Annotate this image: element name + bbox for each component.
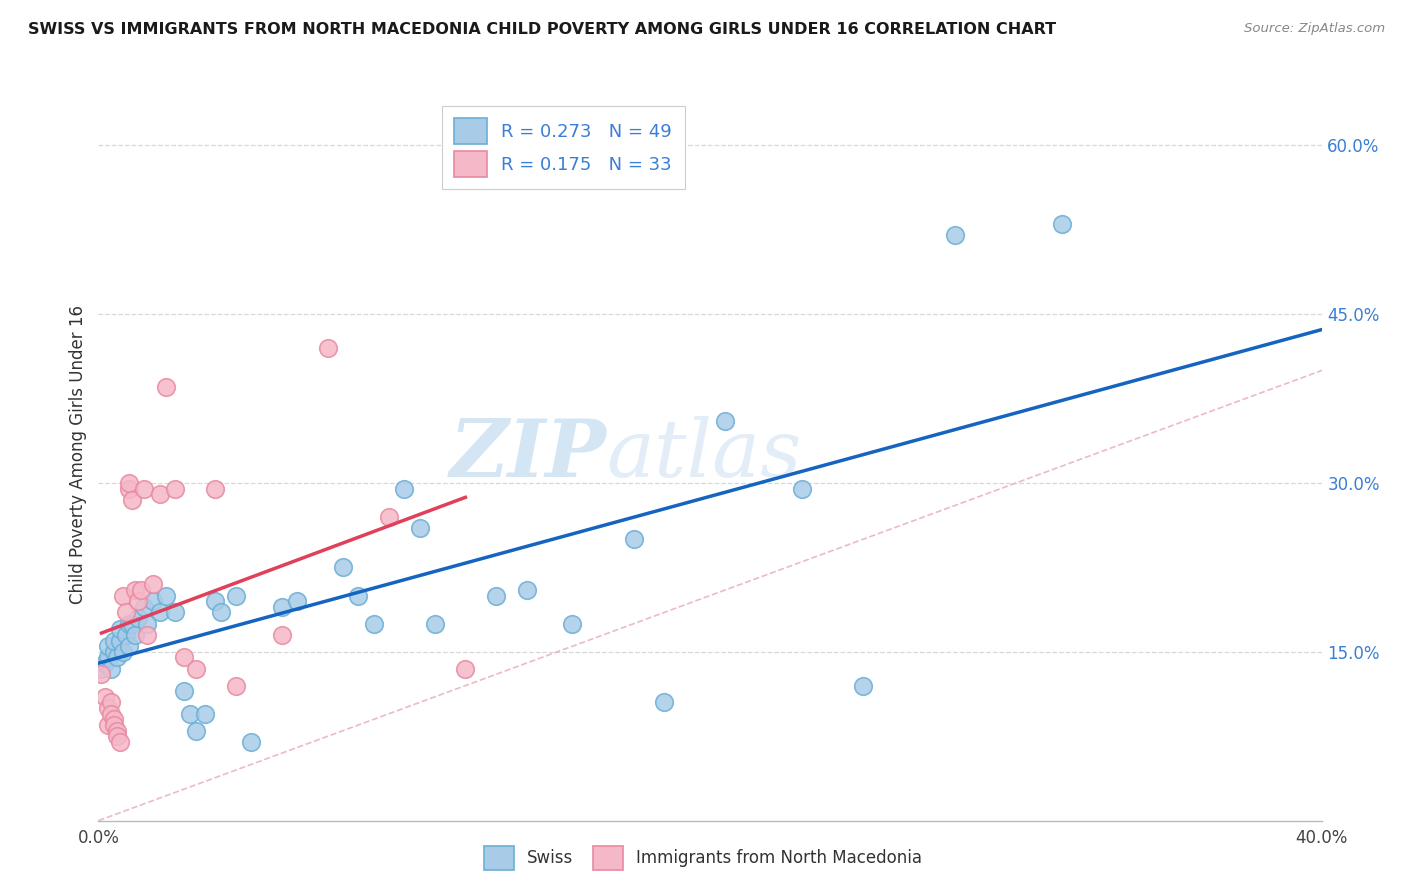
Point bbox=[852, 679, 875, 693]
Point bbox=[225, 589, 247, 603]
Point bbox=[155, 589, 177, 603]
Point bbox=[173, 650, 195, 665]
Point bbox=[129, 582, 152, 597]
Legend: R = 0.273   N = 49, R = 0.175   N = 33: R = 0.273 N = 49, R = 0.175 N = 33 bbox=[441, 105, 685, 189]
Text: SWISS VS IMMIGRANTS FROM NORTH MACEDONIA CHILD POVERTY AMONG GIRLS UNDER 16 CORR: SWISS VS IMMIGRANTS FROM NORTH MACEDONIA… bbox=[28, 22, 1056, 37]
Point bbox=[136, 628, 159, 642]
Point bbox=[332, 560, 354, 574]
Point bbox=[155, 380, 177, 394]
Point bbox=[186, 662, 208, 676]
Text: Source: ZipAtlas.com: Source: ZipAtlas.com bbox=[1244, 22, 1385, 36]
Point bbox=[97, 701, 120, 715]
Point bbox=[100, 696, 122, 710]
Point bbox=[97, 639, 120, 653]
Point bbox=[408, 521, 430, 535]
Point bbox=[363, 616, 385, 631]
Point bbox=[103, 633, 125, 648]
Point bbox=[124, 628, 146, 642]
Legend: Swiss, Immigrants from North Macedonia: Swiss, Immigrants from North Macedonia bbox=[477, 839, 929, 877]
Point bbox=[790, 482, 813, 496]
Point bbox=[240, 735, 263, 749]
Point bbox=[204, 594, 226, 608]
Point bbox=[118, 639, 141, 653]
Point bbox=[105, 723, 128, 738]
Point bbox=[173, 684, 195, 698]
Point bbox=[179, 706, 201, 721]
Point bbox=[93, 656, 115, 670]
Point bbox=[714, 414, 737, 428]
Point bbox=[118, 482, 141, 496]
Point bbox=[121, 492, 143, 507]
Point bbox=[103, 645, 125, 659]
Point bbox=[209, 606, 232, 620]
Point bbox=[111, 645, 134, 659]
Point bbox=[378, 509, 401, 524]
Point bbox=[516, 582, 538, 597]
Point bbox=[316, 341, 339, 355]
Point bbox=[225, 679, 247, 693]
Point bbox=[194, 706, 217, 721]
Point bbox=[103, 718, 125, 732]
Point bbox=[134, 599, 156, 614]
Point bbox=[943, 228, 966, 243]
Point bbox=[149, 606, 172, 620]
Point bbox=[105, 650, 128, 665]
Point bbox=[285, 594, 308, 608]
Point bbox=[142, 594, 165, 608]
Point bbox=[121, 616, 143, 631]
Point bbox=[454, 662, 477, 676]
Point bbox=[127, 594, 149, 608]
Text: ZIP: ZIP bbox=[449, 417, 606, 493]
Point bbox=[97, 718, 120, 732]
Point bbox=[97, 650, 120, 665]
Point bbox=[561, 616, 583, 631]
Point bbox=[423, 616, 446, 631]
Point bbox=[163, 482, 186, 496]
Point bbox=[115, 628, 138, 642]
Point bbox=[136, 616, 159, 631]
Point bbox=[1050, 217, 1073, 231]
Point bbox=[115, 606, 138, 620]
Point bbox=[100, 706, 122, 721]
Point bbox=[111, 589, 134, 603]
Point bbox=[392, 482, 416, 496]
Point bbox=[90, 667, 112, 681]
Point bbox=[103, 712, 125, 726]
Y-axis label: Child Poverty Among Girls Under 16: Child Poverty Among Girls Under 16 bbox=[69, 305, 87, 605]
Point bbox=[118, 616, 141, 631]
Point bbox=[347, 589, 370, 603]
Point bbox=[90, 662, 112, 676]
Point bbox=[652, 696, 675, 710]
Point bbox=[118, 476, 141, 491]
Point bbox=[93, 690, 115, 704]
Point bbox=[149, 487, 172, 501]
Point bbox=[142, 577, 165, 591]
Point bbox=[124, 582, 146, 597]
Point bbox=[100, 662, 122, 676]
Point bbox=[186, 723, 208, 738]
Point bbox=[204, 482, 226, 496]
Point bbox=[623, 533, 645, 547]
Point bbox=[134, 482, 156, 496]
Point bbox=[163, 606, 186, 620]
Point bbox=[108, 633, 131, 648]
Point bbox=[127, 611, 149, 625]
Point bbox=[105, 729, 128, 743]
Point bbox=[108, 623, 131, 637]
Text: atlas: atlas bbox=[606, 417, 801, 493]
Point bbox=[270, 628, 292, 642]
Point bbox=[270, 599, 292, 614]
Point bbox=[485, 589, 508, 603]
Point bbox=[108, 735, 131, 749]
